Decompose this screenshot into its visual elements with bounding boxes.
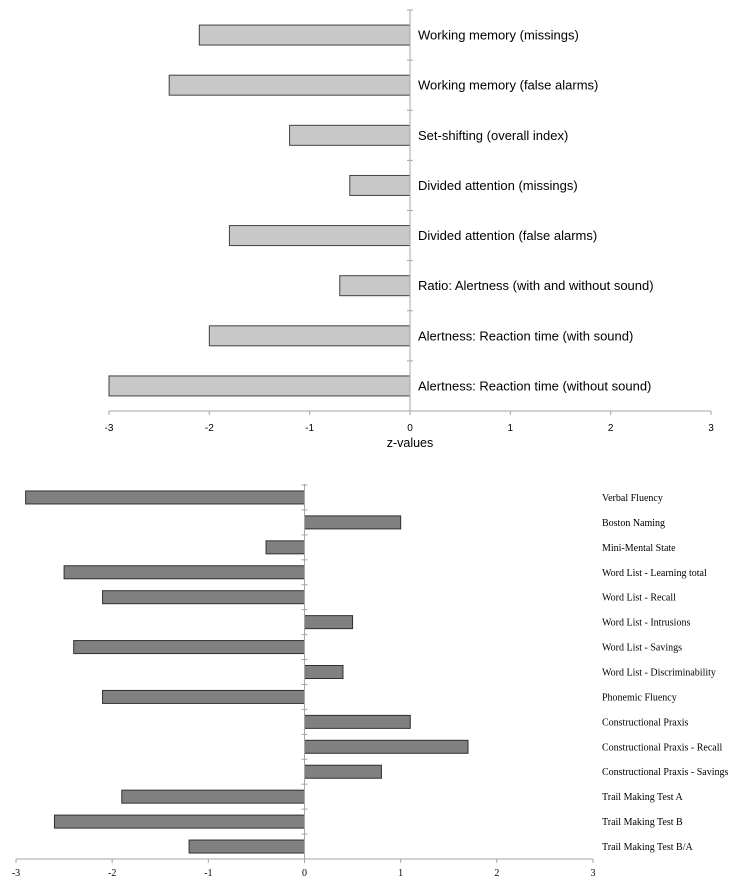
category-label: Constructional Praxis: [602, 717, 688, 728]
bar: [25, 490, 305, 505]
bar: [198, 24, 411, 46]
bar: [168, 74, 411, 96]
bar: [53, 814, 306, 829]
category-label: Trail Making Test B: [602, 817, 683, 828]
category-label: Divided attention (false alarms): [418, 228, 597, 243]
bar: [304, 515, 402, 530]
bar: [188, 839, 306, 854]
x-tick-label: 0: [407, 423, 413, 434]
x-tick-label: 3: [708, 423, 714, 434]
category-label: Boston Naming: [602, 518, 665, 529]
category-label: Word List - Intrusions: [602, 618, 690, 629]
category-label: Divided attention (missings): [418, 178, 578, 193]
bar: [228, 225, 411, 247]
category-label: Word List - Learning total: [602, 568, 707, 579]
category-label: Set-shifting (overall index): [418, 128, 568, 143]
bar: [304, 714, 411, 729]
bar: [63, 565, 306, 580]
bar: [121, 789, 305, 804]
category-label: Phonemic Fluency: [602, 692, 677, 703]
category-label: Ratio: Alertness (with and without sound…: [418, 278, 654, 293]
bar: [304, 665, 344, 679]
chart-top-attention: -3 -2 -1 0 1 2 3 Working memory (missings) Worki…: [105, 9, 714, 450]
bar: [108, 375, 411, 397]
category-label: Word List - Discriminability: [602, 668, 716, 679]
x-tick-label: -1: [305, 423, 314, 434]
category-label: Alertness: Reaction time (without sound): [418, 378, 651, 393]
bar: [73, 640, 305, 655]
x-tick-label: -3: [105, 423, 114, 434]
x-tick-label: -1: [204, 868, 212, 879]
bar: [102, 590, 305, 605]
category-label: Working memory (false alarms): [418, 78, 598, 93]
category-label: Constructional Praxis - Recall: [602, 742, 722, 753]
x-tick-label: 1: [398, 868, 403, 879]
bar: [102, 689, 305, 704]
category-label: Mini-Mental State: [602, 543, 676, 554]
chart-bottom-neuropsych: -3 -2 -1 0 1 2 3 Verbal Fluency Boston Naming Min…: [12, 484, 728, 879]
bar: [349, 174, 411, 196]
category-label: Trail Making Test A: [602, 792, 683, 803]
bar: [339, 275, 411, 297]
category-label: Alertness: Reaction time (with sound): [418, 328, 633, 343]
category-label: Word List - Savings: [602, 643, 682, 654]
x-tick-label: -2: [205, 423, 214, 434]
category-label: Word List - Recall: [602, 593, 676, 604]
x-tick-label: 2: [494, 868, 499, 879]
category-label: Verbal Fluency: [602, 493, 663, 504]
x-tick-label: 2: [608, 423, 614, 434]
bar: [265, 540, 305, 555]
x-axis-title: z-values: [387, 436, 434, 450]
x-tick-label: 0: [302, 868, 307, 879]
bar: [208, 325, 411, 347]
category-label: Constructional Praxis - Savings: [602, 767, 728, 778]
bar: [304, 764, 382, 779]
x-tick-label: 3: [591, 868, 596, 879]
bar: [304, 615, 354, 630]
category-label: Working memory (missings): [418, 28, 579, 43]
x-tick-label: -2: [108, 868, 116, 879]
category-label: Trail Making Test B/A: [602, 842, 693, 853]
bar: [304, 739, 469, 754]
x-tick-label: 1: [508, 423, 514, 434]
bar: [289, 124, 411, 146]
x-tick-label: -3: [12, 868, 20, 879]
